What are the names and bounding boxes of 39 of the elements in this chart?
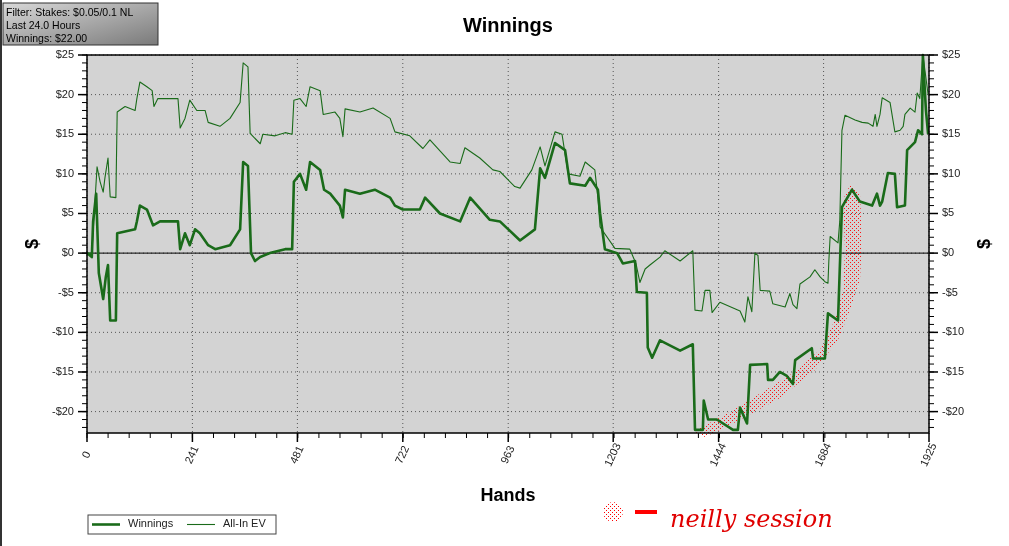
- y-tick-label: -$5: [58, 285, 74, 298]
- y2-tick-label: $0: [942, 246, 955, 259]
- chart-title: Winnings: [463, 14, 553, 37]
- text: Winnings: $22.00: [6, 31, 88, 44]
- x-tick-label: 1203: [601, 440, 623, 469]
- y2-tick-label: $25: [942, 47, 961, 60]
- y2-tick-label: $5: [942, 206, 955, 219]
- y-tick-label: $25: [55, 47, 74, 60]
- y2-tick-label: $10: [942, 166, 961, 179]
- y2-tick-label: $20: [942, 87, 961, 100]
- y2-tick-label: -$20: [942, 404, 965, 417]
- x-tick-label: 722: [392, 443, 412, 466]
- x-tick-label: 1925: [917, 440, 939, 469]
- y-tick-label: $20: [55, 87, 74, 100]
- y2-tick-label: $15: [942, 127, 961, 140]
- y-tick-label: $5: [61, 206, 74, 219]
- y-tick-label: -$20: [51, 404, 74, 417]
- y-tick-label: $15: [55, 127, 74, 140]
- y-tick-label: -$10: [51, 325, 74, 338]
- y2-axis-title: $: [973, 238, 994, 250]
- y2-tick-label: -$10: [942, 325, 965, 338]
- y-axis-title: $: [21, 238, 42, 250]
- x-tick-label: 241: [182, 443, 201, 466]
- x-tick-label: 1684: [811, 440, 834, 469]
- x-axis-title: Hands: [480, 484, 536, 505]
- y-tick-label: $10: [55, 166, 74, 179]
- x-tick-label: 0: [79, 449, 93, 460]
- x-tick-label: 963: [497, 443, 517, 466]
- x-tick-label: 481: [287, 443, 306, 466]
- y-tick-label: -$15: [51, 364, 74, 377]
- text: Filter: Stakes: $0.05/0.1 NL: [6, 5, 134, 18]
- y-tick-label: $0: [61, 246, 74, 259]
- text: Last 24.0 Hours: [6, 18, 81, 31]
- y2-tick-label: -$15: [942, 364, 965, 377]
- x-tick-label: 1444: [707, 440, 729, 469]
- legend-label: Winnings: [128, 517, 174, 530]
- y2-tick-label: -$5: [942, 285, 958, 298]
- legend-label: All-In EV: [223, 517, 267, 530]
- text: neilly session: [670, 504, 833, 533]
